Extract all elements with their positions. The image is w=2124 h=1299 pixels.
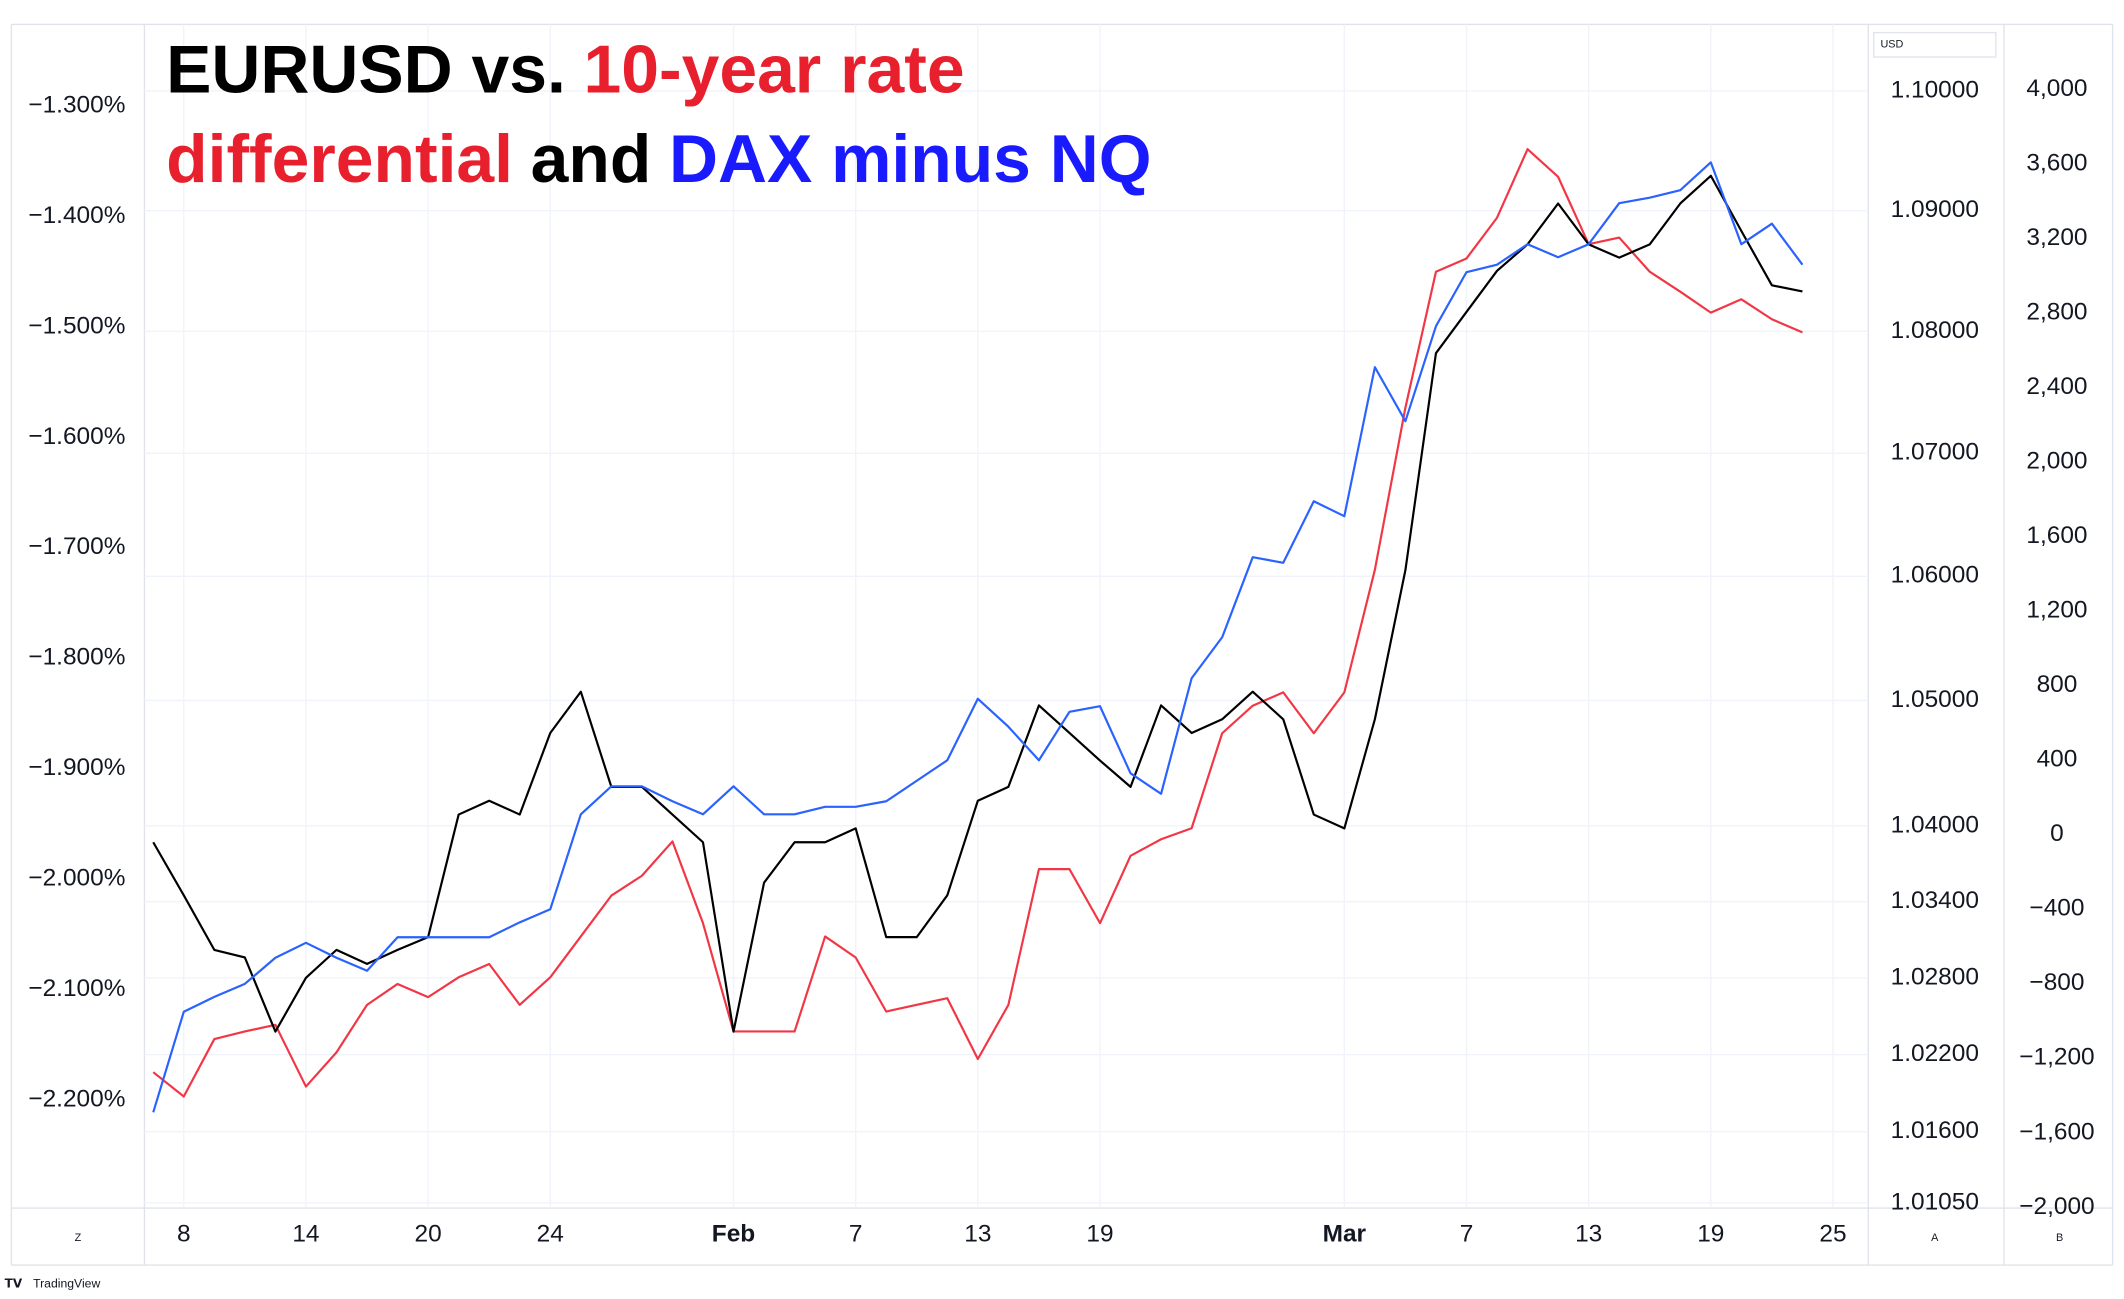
tick-label: −1.300% [28,92,125,119]
tick-label: 3,200 [2026,224,2087,251]
tick-label: 2,400 [2026,373,2087,400]
chart-title: EURUSD vs. 10-year rate [166,33,964,108]
title-part: EURUSD vs. [166,33,566,108]
tick-label: 1.08000 [1891,317,1979,344]
x-tick-label: Mar [1323,1221,1367,1248]
tick-label: −2.000% [28,864,125,891]
x-tick-label: 8 [177,1221,191,1248]
tick-label: −1,200 [2019,1044,2094,1071]
tick-label: 1.03400 [1891,887,1979,914]
scale-button[interactable]: A [1931,1232,1939,1244]
currency-label: USD [1880,39,1903,51]
x-tick-label: 24 [537,1221,564,1248]
tick-label: −2.200% [28,1085,125,1112]
tick-label: −400 [2029,895,2084,922]
brand-logo: 𝗧𝗩 [5,1276,23,1290]
scale-button[interactable]: Z [75,1232,82,1244]
brand: TradingView [33,1276,100,1290]
tick-label: −1.800% [28,644,125,671]
x-tick-label: 20 [415,1221,442,1248]
tick-label: 1.05000 [1891,686,1979,713]
tick-label: 3,600 [2026,150,2087,177]
tick-label: 2,000 [2026,448,2087,475]
tick-label: 1.07000 [1891,439,1979,466]
tick-label: −1.600% [28,423,125,450]
tick-label: −1.700% [28,533,125,560]
grid [144,24,1869,1209]
tick-label: −1,600 [2019,1118,2094,1145]
tick-label: 1,600 [2026,522,2087,549]
tick-label: 1,200 [2026,597,2087,624]
tick-label: −1.500% [28,312,125,339]
tick-label: −800 [2029,969,2084,996]
x-tick-label: 19 [1086,1221,1113,1248]
series-line [152,148,1803,1098]
tick-label: −1.900% [28,754,125,781]
tick-label: −2.100% [28,975,125,1002]
tick-label: 800 [2037,671,2078,698]
title-part: and [531,122,652,197]
tick-label: 4,000 [2026,75,2087,102]
title-part: DAX minus NQ [669,122,1152,197]
x-tick-label: 7 [849,1221,863,1248]
tick-label: 1.02200 [1891,1040,1979,1067]
x-tick-label: 13 [1575,1221,1602,1248]
tick-label: 1.04000 [1891,811,1979,838]
title-part: 10-year rate [584,33,965,108]
tick-label: 1.09000 [1891,196,1979,223]
tick-label: 400 [2037,746,2078,773]
scale-button[interactable]: B [2056,1232,2063,1244]
x-tick-label: 19 [1697,1221,1724,1248]
tick-label: −1.400% [28,202,125,229]
chart-title: differential and DAX minus NQ [166,122,1151,197]
tick-label: 2,800 [2026,299,2087,326]
tick-label: 1.01050 [1891,1188,1979,1215]
currency-box [1873,31,1997,58]
tick-label: 1.06000 [1891,562,1979,589]
x-tick-label: 7 [1460,1221,1474,1248]
x-tick-label: Feb [712,1221,755,1248]
tick-label: 1.01600 [1891,1117,1979,1144]
tick-label: 1.02800 [1891,963,1979,990]
x-tick-label: 14 [292,1221,319,1248]
title-part: differential [166,122,513,197]
series-line [152,161,1804,1113]
x-tick-label: 25 [1819,1221,1846,1248]
tick-label: −2,000 [2019,1193,2094,1220]
tick-label: 0 [2050,820,2064,847]
tick-label: 1.10000 [1891,76,1979,103]
x-tick-label: 13 [964,1221,991,1248]
